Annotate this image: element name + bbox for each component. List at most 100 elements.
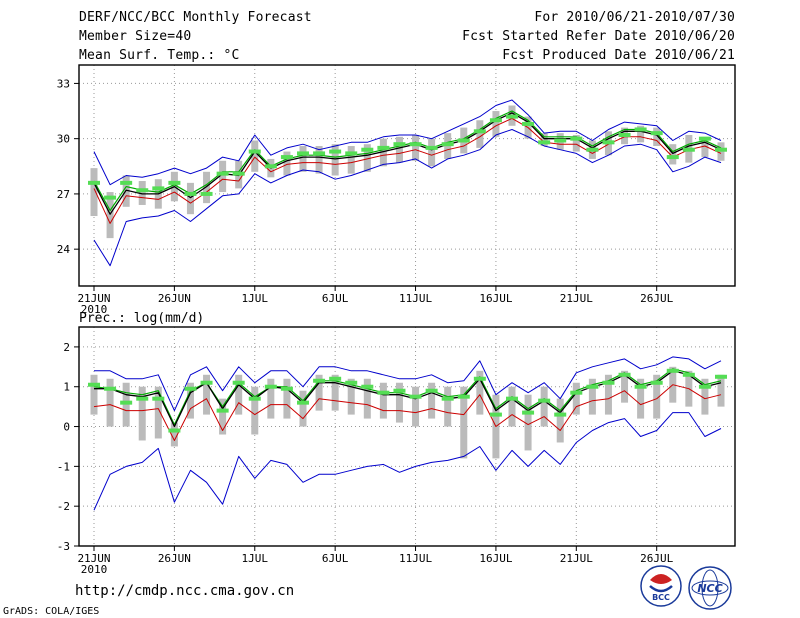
x-tick-label: 21JUN [77,552,110,565]
y-tick-label: 30 [57,133,70,146]
x-tick-label: 11JUL [399,292,432,305]
y-tick-label: -2 [57,500,70,513]
member-mark [361,384,374,389]
member-mark [457,138,470,143]
x-tick-label: 16JUL [479,292,512,305]
bcc-logo-text: BCC [652,593,670,602]
ensemble-mean-line [94,370,722,428]
precip-title: Prec.: log(mm/d) [79,311,204,326]
member-mark [120,400,133,405]
member-mark [280,155,293,160]
member-mark [570,390,583,395]
member-mark [393,142,406,147]
member-mark [232,171,245,176]
y-tick-label: 0 [63,421,70,434]
spread-bar [379,138,387,167]
x-tick-label: 6JUL [322,552,349,565]
member-mark [441,142,454,147]
member-mark [538,398,551,403]
member-mark [715,374,727,379]
variable-label: Mean Surf. Temp.: °C [79,48,240,63]
spread-bar [203,374,211,415]
member-mark [152,186,165,191]
green-line [93,110,722,212]
spread-bar [219,160,227,193]
member-mark [650,131,663,136]
member-mark [554,412,567,417]
member-mark [586,147,599,152]
member-mark [120,180,133,185]
member-mark [248,149,261,154]
x-tick-label: 21JUL [560,552,593,565]
member-mark [248,396,261,401]
spread-bar [170,422,178,447]
member-mark [441,396,454,401]
x-tick-label: 16JUL [479,552,512,565]
member-mark [618,372,631,377]
spread-bar [267,378,275,419]
x-tick-label: 1JUL [242,552,269,565]
spread-bar [331,144,339,176]
member-mark [634,384,647,389]
plot-frame [78,326,736,547]
y-tick-label: 24 [57,243,71,256]
member-mark [152,396,165,401]
member-mark [297,151,309,156]
member-mark [297,400,309,405]
member-mark [489,118,502,123]
member-mark [489,412,502,417]
member-mark [522,121,535,126]
spread-bar [637,125,645,143]
spread-bar [347,146,355,174]
member-mark [345,151,358,156]
source-url[interactable]: http://cmdp.ncc.cma.gov.cn [75,583,294,599]
member-mark [618,132,631,137]
spread-bar [299,146,307,172]
spread-bar [299,390,307,427]
member-mark [602,140,615,145]
x-year-label: 2010 [81,303,108,316]
x-tick-label: 11JUL [399,552,432,565]
member-mark [425,388,438,393]
spread-bar [138,181,146,205]
bcc-logo: BCC [640,565,682,607]
spread-bar [106,378,114,427]
member-mark [506,396,518,401]
chart-title: DERF/NCC/BCC Monthly Forecast [79,10,312,25]
spread-bar [492,111,500,137]
spread-bar [540,133,548,147]
member-mark [634,127,647,132]
spread-bar [412,386,420,427]
upper-envelope-line [94,356,722,412]
spread-bar [653,374,661,419]
spread-bar [588,378,596,415]
spread-bar [331,374,339,411]
member-mark [216,408,229,413]
member-mark [650,380,663,385]
spread-bar [90,168,98,217]
spread-bar [283,378,291,419]
y-tick-label: -1 [57,460,70,473]
member-mark [715,147,727,152]
lower-envelope-line [93,412,722,511]
x-tick-label: 26JUL [640,552,673,565]
member-mark [345,380,358,385]
member-mark [425,145,438,150]
spread-bar [621,370,629,403]
x-tick-label: 26JUN [158,552,191,565]
spread-bar [717,374,725,407]
spread-bar [186,382,194,419]
member-mark [104,195,117,200]
fcst-started-date: Fcst Started Refer Date 2010/06/20 [462,29,735,44]
member-mark [682,147,695,152]
spread-bar [476,370,484,415]
member-mark [570,136,583,141]
member-mark [377,390,390,395]
member-mark [104,386,117,391]
spread-bar [395,382,403,423]
member-mark [666,155,679,160]
member-mark [232,380,245,385]
member-mark [698,136,711,141]
plot-frame [78,64,736,287]
